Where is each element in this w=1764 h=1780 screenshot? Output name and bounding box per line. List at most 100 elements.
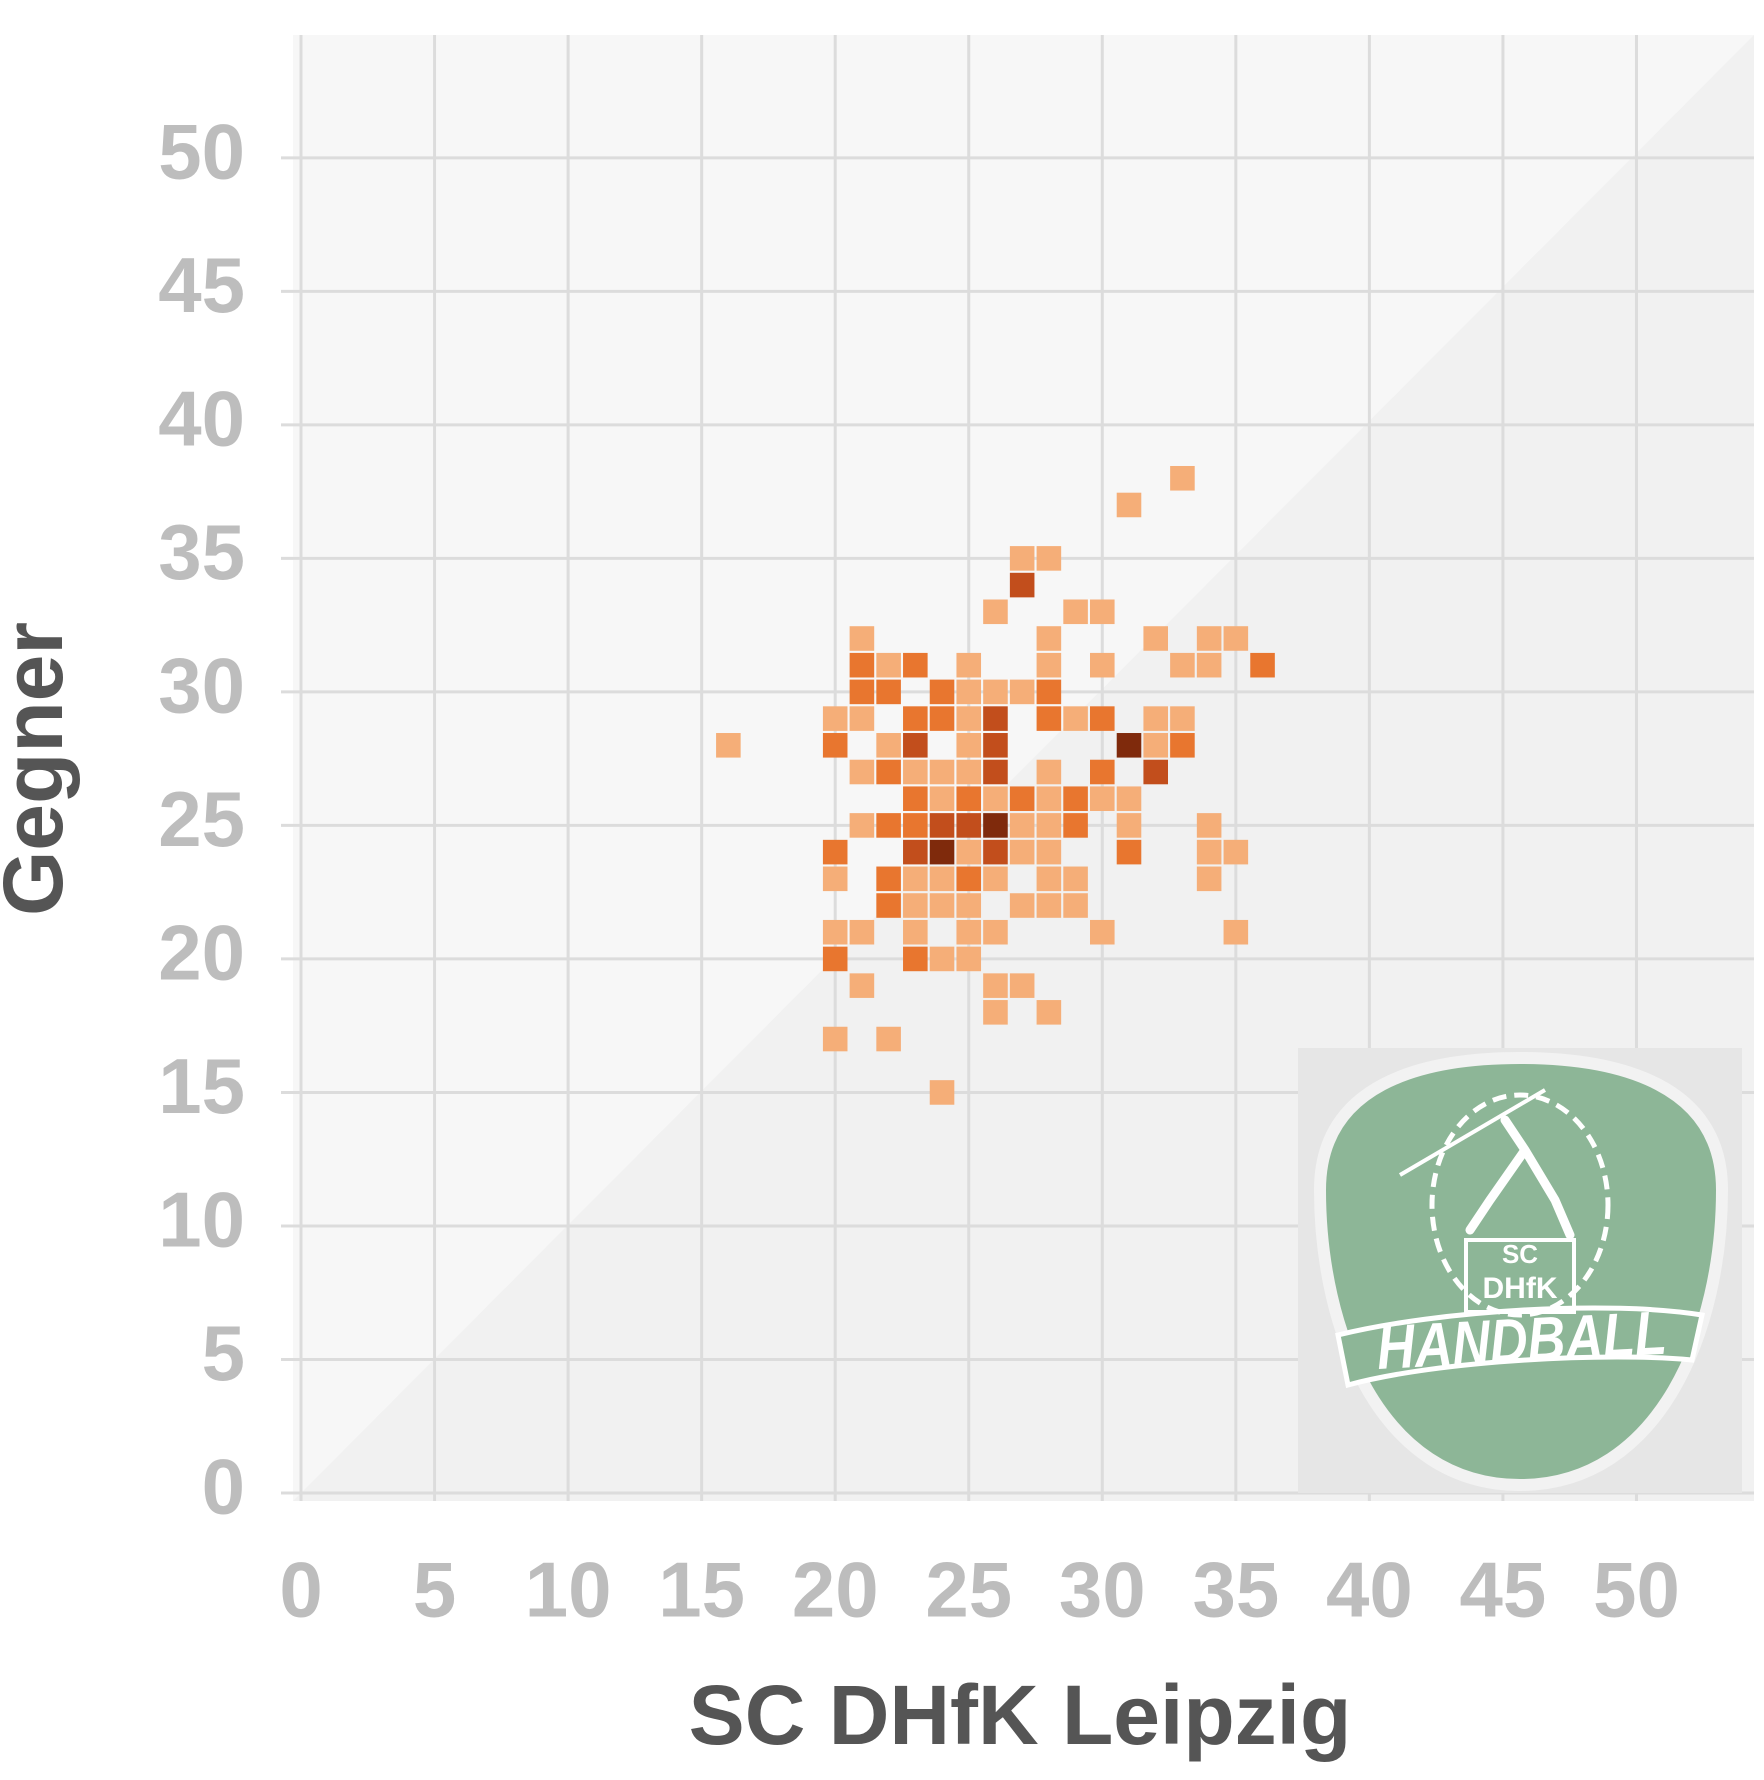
- cell: [929, 946, 955, 972]
- cell: [876, 893, 901, 918]
- cell: [929, 706, 955, 731]
- cell: [956, 919, 982, 945]
- cell: [716, 733, 741, 758]
- cell: [1196, 866, 1222, 892]
- cell: [876, 813, 901, 838]
- cell: [1116, 786, 1142, 811]
- cell: [903, 652, 928, 678]
- cell: [1090, 759, 1115, 785]
- cell: [956, 893, 982, 918]
- cell: [956, 759, 982, 785]
- cell: [929, 893, 955, 918]
- cell: [849, 706, 875, 731]
- ticks: 0 5 10 15 20 25 30 35 40 45 50 0 5 10 15 20 25 30 35 40 45 50: [158, 107, 1680, 1633]
- cell: [1196, 839, 1222, 865]
- y-tick-label: 5: [202, 1309, 245, 1397]
- logo-line1: SC: [1502, 1239, 1538, 1269]
- cell: [983, 599, 1008, 625]
- cell: [849, 919, 875, 945]
- y-tick-label: 15: [158, 1042, 245, 1130]
- cell: [1036, 786, 1062, 811]
- cell: [1009, 839, 1035, 865]
- y-tick-label: 20: [158, 909, 245, 997]
- cell: [983, 786, 1008, 811]
- y-tick-label: 30: [158, 642, 245, 730]
- cell: [1036, 652, 1062, 678]
- cell: [1063, 786, 1088, 811]
- cell: [1036, 706, 1062, 731]
- cell: [983, 973, 1008, 998]
- logo-wreath: [1429, 1092, 1611, 1318]
- cell: [849, 813, 875, 838]
- y-tick-label: 50: [158, 107, 245, 195]
- x-tick-label: 15: [658, 1546, 745, 1634]
- cell: [1223, 919, 1249, 945]
- cell: [903, 839, 928, 865]
- cell: [822, 839, 848, 865]
- cell: [1009, 973, 1035, 998]
- cell: [1250, 652, 1275, 678]
- cell: [1036, 626, 1062, 651]
- cell: [903, 733, 928, 758]
- cell: [956, 733, 982, 758]
- cell: [849, 973, 875, 998]
- cell: [983, 733, 1008, 758]
- cell: [1036, 813, 1062, 838]
- x-axis-title: SC DHfK Leipzig: [689, 1668, 1352, 1762]
- cell: [903, 866, 928, 892]
- cell: [1170, 652, 1195, 678]
- cell: [929, 1080, 955, 1105]
- cell: [929, 813, 955, 838]
- logo-figure: [1465, 1115, 1575, 1240]
- logo-plate: [1464, 1238, 1576, 1314]
- cell: [956, 866, 982, 892]
- cell: [1036, 866, 1062, 892]
- cell: [956, 679, 982, 705]
- cell: [1143, 759, 1168, 785]
- logo-line2: DHfK: [1483, 1272, 1558, 1305]
- cell: [849, 652, 875, 678]
- cell: [1116, 492, 1142, 518]
- cell: [903, 786, 928, 811]
- logo: SC DHfK HANDBALL: [1298, 1048, 1742, 1493]
- cell: [983, 866, 1008, 892]
- y-tick-label: 40: [158, 374, 245, 462]
- cell: [929, 679, 955, 705]
- cell: [929, 866, 955, 892]
- cell: [1009, 893, 1035, 918]
- cell: [956, 839, 982, 865]
- cell: [1090, 786, 1115, 811]
- cell: [1063, 813, 1088, 838]
- cell: [1116, 839, 1142, 865]
- cell: [1036, 1000, 1062, 1025]
- cell: [983, 1000, 1008, 1025]
- cell: [822, 733, 848, 758]
- y-tick-label: 10: [158, 1176, 245, 1264]
- cell: [849, 626, 875, 651]
- cell: [822, 866, 848, 892]
- logo-banner: [1335, 1305, 1706, 1389]
- cell: [822, 946, 848, 972]
- y-tick-label: 35: [158, 508, 245, 596]
- cell: [903, 919, 928, 945]
- cell: [1143, 706, 1168, 731]
- cell: [956, 813, 982, 838]
- cell: [903, 946, 928, 972]
- cell: [983, 679, 1008, 705]
- cell: [903, 893, 928, 918]
- cell: [929, 786, 955, 811]
- cell: [1223, 626, 1249, 651]
- x-tick-label: 35: [1192, 1546, 1279, 1634]
- cell: [1009, 572, 1035, 598]
- x-tick-label: 40: [1326, 1546, 1413, 1634]
- cells: [716, 465, 1275, 1105]
- x-tick-label: 45: [1460, 1546, 1547, 1634]
- cell: [822, 1026, 848, 1052]
- cell: [1170, 465, 1195, 491]
- cell: [876, 733, 901, 758]
- cell: [903, 706, 928, 731]
- cell: [1143, 626, 1168, 651]
- cell: [1009, 813, 1035, 838]
